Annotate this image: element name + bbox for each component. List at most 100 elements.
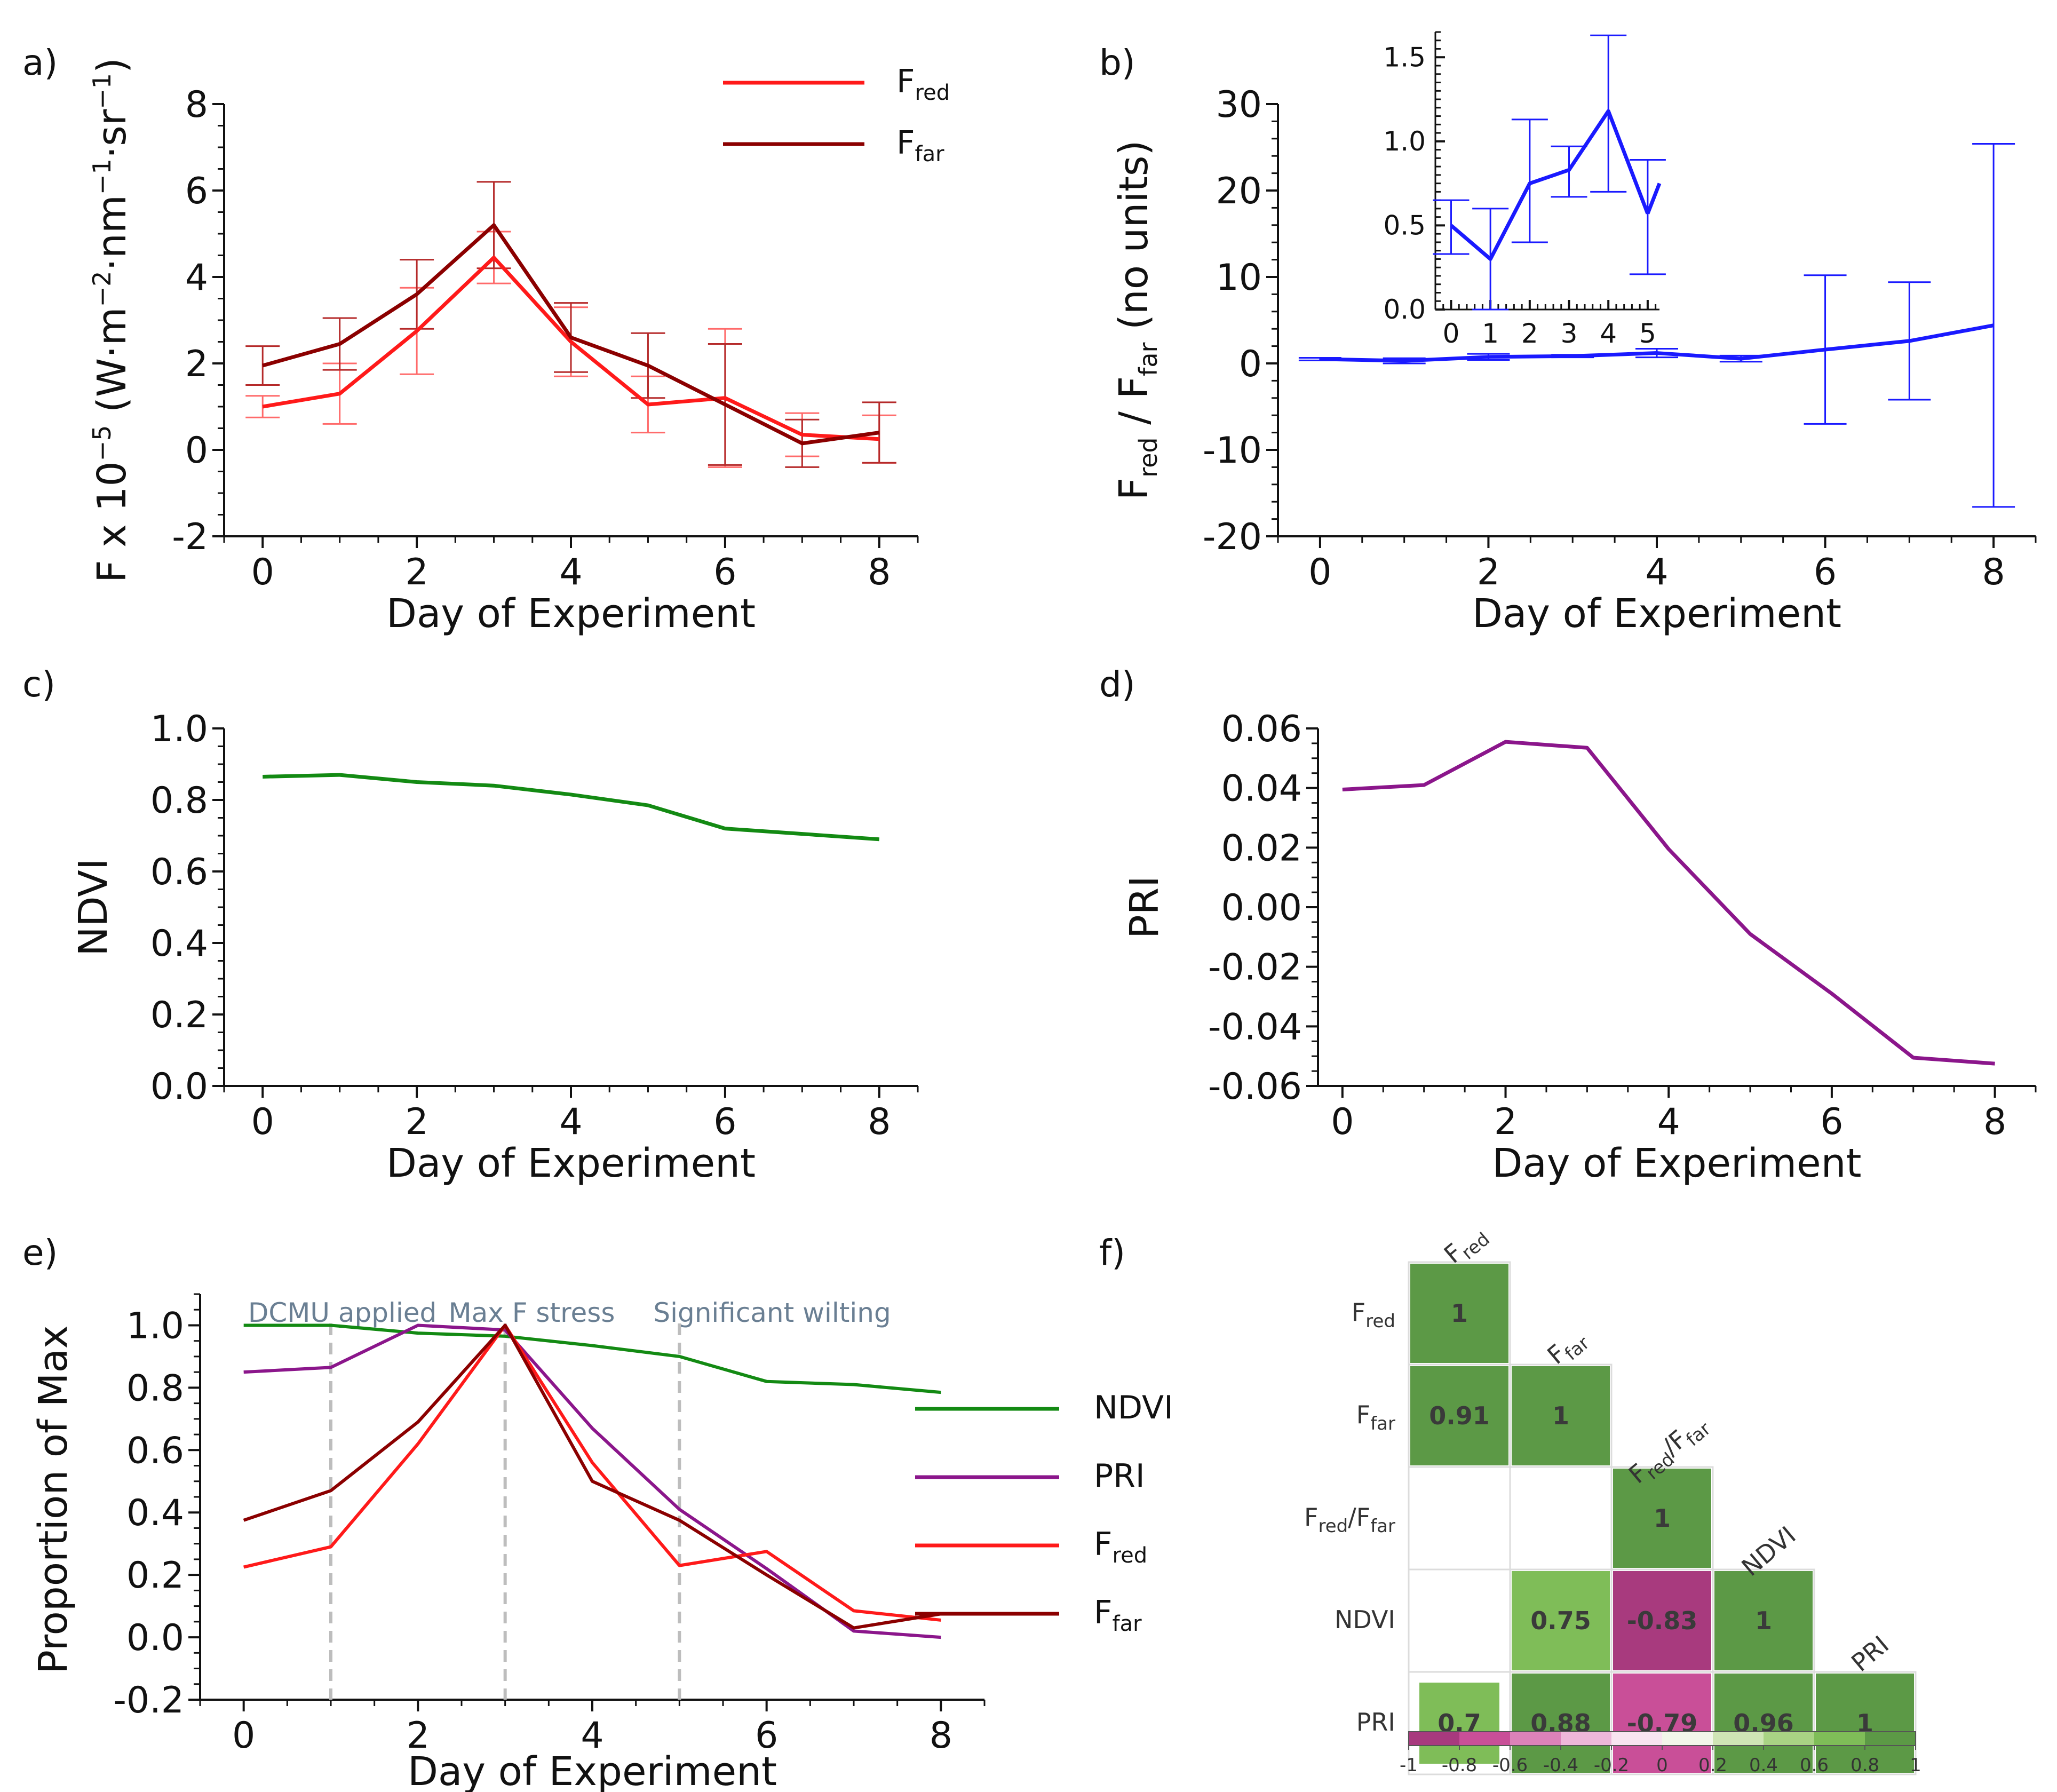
y-axis-title: Proportion of Max [30,1325,76,1674]
y-title-sub: red [1134,437,1163,477]
y-tick-label: 0.06 [1221,708,1302,750]
y-tick-label: -0.06 [1208,1066,1302,1108]
y-tick-label: 0.8 [150,780,208,822]
series-line-ratio [1320,323,1994,363]
inset: 0 1 2 3 4 5 0.0 0.5 1.0 1.5 [1383,31,1666,349]
label-sub: far [1370,1413,1395,1434]
x-tick-label: 6 [713,551,736,593]
panel-letter: d) [1099,664,1135,705]
x-tick-label: 0 [1443,318,1460,349]
y-tick-label: 0.0 [150,1066,208,1108]
y-tick-label: 2 [185,343,208,385]
colorbar-tick-label: -0.2 [1594,1755,1629,1776]
y-tick-label: 0 [1239,343,1262,385]
heatmap-cell [1816,1674,1914,1773]
panel-c: c) 0 2 4 6 8 0.0 0.2 0.4 0.6 0.8 1.0 NDVI Day of Expe… [22,664,919,1186]
y-title-sup: −5 [88,425,116,462]
y-tick-label: 0.00 [1221,887,1302,929]
y-title-base: F x 10 [89,461,135,583]
heatmap-cell [1410,1366,1508,1465]
x-tick-label: 0 [1308,551,1331,593]
panel-letter: f) [1099,1232,1125,1273]
panel-letter: c) [22,664,55,705]
heatmap-cell-value: 1 [1654,1504,1671,1533]
legend-label: Fred [896,63,950,105]
x-tick-label: 4 [559,551,582,593]
colorbar-segment [1713,1732,1764,1746]
y-tick-label: 0.2 [150,994,208,1036]
y-tick-label: 30 [1216,84,1262,126]
x-axis-title: Day of Experiment [1492,1140,1861,1186]
x-tick-label: 8 [930,1715,952,1757]
y-title-part: (no units) [1111,140,1157,343]
y-tick-label: 10 [1216,257,1262,299]
x-axis-title: Day of Experiment [386,1140,756,1186]
heatmap-empty-cell [1408,1568,1511,1673]
label-main: F [1352,1298,1365,1327]
colorbar-segment [1611,1732,1663,1746]
x-tick-label: 4 [581,1715,603,1757]
x-tick-label: 5 [1639,318,1656,349]
x-tick-label: 0 [251,1101,274,1143]
y-tick-label: 1.5 [1383,42,1426,73]
legend-label: Ffar [896,124,944,166]
heatmap-cell [1410,1264,1508,1363]
y-tick-label: 0.04 [1221,768,1302,810]
label-main: PRI [1356,1708,1395,1737]
legend-main: F [1094,1594,1113,1631]
y-title-sup: −1 [88,73,116,109]
legend-main: F [896,63,915,100]
colorbar-segment [1409,1732,1460,1746]
panel-d: d) 0 2 4 6 8 -0.06 -0.04 -0.02 0.00 0.02 0.04 0.06 PR… [1099,664,2037,1186]
legend-label: PRI [1094,1457,1145,1495]
label-sub: far [1370,1516,1395,1537]
event-annotation: Significant wilting [653,1297,891,1328]
x-tick-label: 2 [407,1715,430,1757]
y-tick-label: -0.02 [1208,947,1302,989]
panel-letter: a) [22,42,58,83]
colorbar-segment [1814,1732,1865,1746]
heatmap-row-label: PRI [1356,1708,1395,1737]
heatmap-cell [1714,1674,1813,1773]
heatmap-cell-value: 1 [1755,1606,1772,1635]
label-main: F [1304,1503,1318,1532]
y-title-sub: far [1134,342,1163,376]
heatmap-col-label: Fred/Ffar [1623,1408,1715,1493]
colorbar-tick-label: -1 [1400,1755,1418,1776]
label-main: F [1356,1400,1370,1429]
y-tick-label: 0.0 [126,1617,184,1659]
heatmap-cell [1419,1683,1499,1764]
heatmap-cell [1512,1366,1610,1465]
colorbar-tick-label: -0.8 [1442,1755,1477,1776]
panel-letter: b) [1099,42,1135,83]
x-tick-label: 6 [755,1715,778,1757]
x-tick-label: 8 [1983,1101,2006,1143]
heatmap-cell [1512,1674,1610,1773]
y-tick-label: 20 [1216,170,1262,212]
x-tick-label: 3 [1561,318,1578,349]
x-tick-label: 6 [1820,1101,1843,1143]
x-tick-label: 4 [1657,1101,1680,1143]
y-tick-label: 0.2 [126,1555,184,1597]
y-title-close: ) [89,58,135,73]
x-tick-label: 6 [713,1101,736,1143]
y-tick-label: 1.0 [126,1305,184,1347]
x-tick-label: 0 [232,1715,255,1757]
label-tail: /F [1348,1503,1370,1532]
y-tick-label: 0.6 [150,851,208,893]
x-tick-label: 4 [559,1101,582,1143]
inset-series-line [1450,109,1650,261]
heatmap-empty-cell [1509,1466,1613,1571]
y-tick-label: 0.4 [150,923,208,965]
legend-main: NDVI [1094,1389,1173,1426]
heatmap-cell-value: 0.91 [1429,1401,1490,1430]
series-line-f-far [243,1323,941,1630]
heatmap-empty-cell [1408,1466,1511,1571]
panel-f: f)10.91 110.75 -0.83 10.7 0.88 -0.79 0.96 1Fred… [1099,1228,1921,1776]
colorbar-segment [1459,1732,1511,1746]
y-tick-label: 0.0 [1383,294,1426,325]
legend-main: PRI [1094,1457,1145,1495]
